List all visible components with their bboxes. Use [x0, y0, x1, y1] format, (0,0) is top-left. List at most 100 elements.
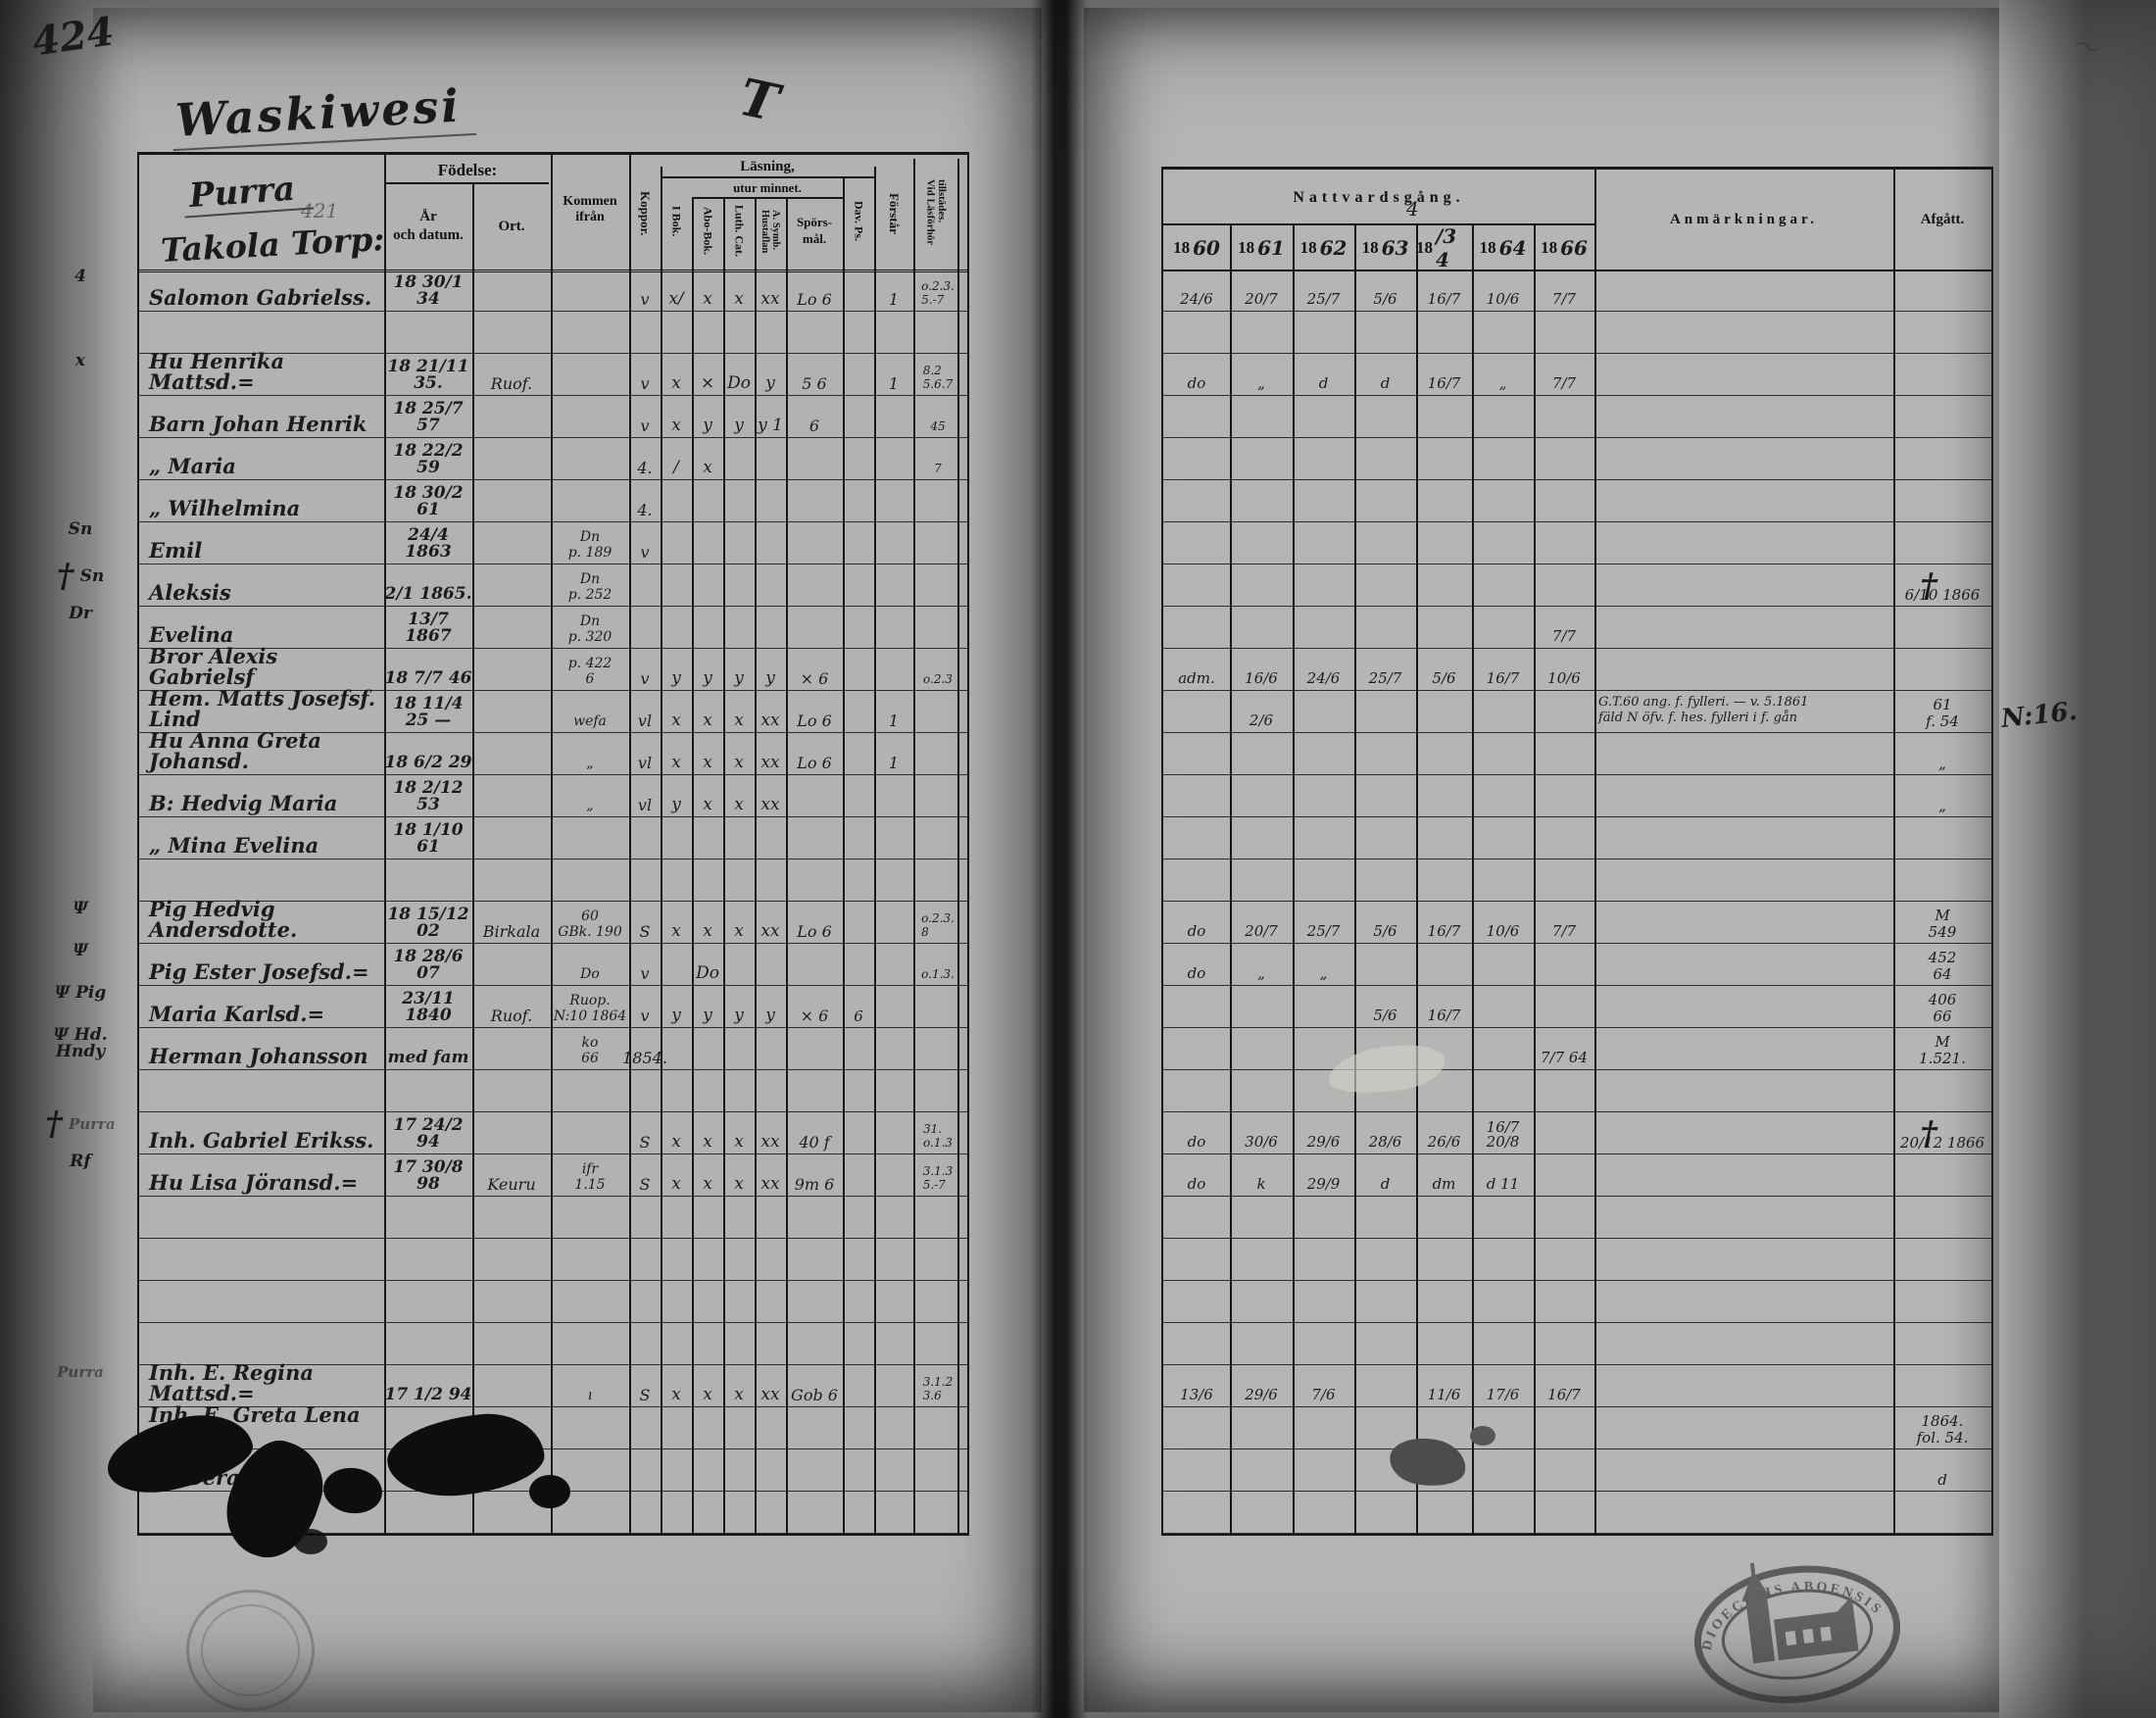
vid-cell: 3.1.3 5.-7 — [922, 1164, 954, 1193]
reading-mark-cell: y — [734, 1006, 744, 1025]
reading-mark-cell: x — [671, 1174, 681, 1194]
reading-mark-cell: x — [671, 373, 681, 393]
kommen-cell: ifr 1.15 — [574, 1161, 606, 1193]
communion-date-cell: 30/6 — [1245, 1133, 1278, 1152]
communion-date-cell: d 11 — [1486, 1175, 1520, 1194]
holding-place-script: Purra — [181, 168, 315, 219]
year-column-header: 18 61 — [1230, 225, 1293, 270]
register-row-left: Hem. Matts Josefsf. Lind 18 11/4 25 — wefa… — [139, 688, 967, 733]
spors-cell: 5 6 — [802, 374, 827, 393]
koppor-cell: S — [639, 1175, 651, 1194]
year-column-header: 18 60 — [1163, 225, 1230, 270]
reading-mark-cell: y — [765, 373, 775, 393]
kommen-cell: ko 66 — [581, 1035, 599, 1066]
communion-date-cell: 2/6 — [1249, 712, 1274, 730]
reading-mark-cell: x — [734, 921, 744, 941]
register-row-right: † 6/10 1866 — [1163, 564, 1991, 607]
vid-cell: 3.1.2 3.6 — [922, 1375, 954, 1403]
reading-mark-cell: x — [703, 753, 712, 772]
koppor-cell: v — [640, 417, 650, 435]
year-suffix-handwritten: 60 — [1193, 235, 1220, 260]
koppor-cell: v — [640, 1006, 650, 1025]
communion-date-cell: d — [1318, 374, 1329, 393]
year-suffix-handwritten: 61 — [1257, 235, 1285, 260]
right-table-body: 24/6 20/7 25/7 5/6 16/7 10/6 7/7 do „ d d 16/7 „ 7/7 †… — [1163, 270, 1991, 1534]
register-row-right — [1163, 312, 1991, 354]
reading-mark-cell: y — [703, 1006, 712, 1025]
name-cell: Pig Ester Josefsd.= — [149, 959, 369, 984]
birth-cell: 18 25/7 57 — [393, 399, 464, 435]
communion-date-cell: 29/6 — [1245, 1386, 1278, 1404]
register-row-left: „ Mina Evelina 18 1/10 61 — [139, 817, 967, 859]
koppor-cell: 4. — [637, 501, 653, 519]
reading-mark-cell: x — [734, 1174, 744, 1194]
margin-mark-text: Ψ — [73, 941, 88, 960]
reading-mark-cell: x — [703, 1174, 712, 1194]
register-row-right — [1163, 817, 1991, 859]
lasning-header: Läsning, — [661, 157, 874, 178]
name-cell: Inh. Gabriel Erikss. — [149, 1128, 374, 1153]
birth-cell: 18 1/10 61 — [393, 820, 464, 857]
vid-cell: 7 — [934, 462, 942, 476]
name-cell: Emil — [149, 538, 203, 563]
reading-mark-cell: / — [673, 458, 679, 477]
name-cell: „ Wilhelmina — [149, 496, 301, 520]
kommen-cell: „ — [586, 755, 594, 771]
communion-date-cell: d — [1380, 1175, 1391, 1194]
year-column-header: 18 66 — [1534, 225, 1594, 270]
reading-mark-cell: x — [734, 753, 744, 772]
reading-mark-cell: x — [671, 753, 681, 772]
birth-cell: 18 22/2 59 — [393, 441, 464, 477]
register-row-left — [139, 859, 967, 902]
margin-mark: † Purra — [27, 1107, 133, 1141]
margin-mark-text: Sn — [68, 519, 93, 539]
ink-blot — [529, 1475, 570, 1508]
afgatt-cell: 1864. fol. 54. — [1916, 1412, 1969, 1447]
spors-cell: Lo 6 — [797, 922, 832, 941]
communion-date-cell: 16/7 — [1427, 374, 1461, 393]
kommen-cell: Dn p. 320 — [567, 614, 612, 645]
register-row-left: Pig Ester Josefsd.= 18 28/6 07 Do v o.1.3. Do — [139, 944, 967, 986]
reading-mark-cell: x — [671, 1385, 681, 1404]
margin-mark-text: Sn — [79, 566, 105, 587]
vid-cell: 31. o.1.3 — [923, 1122, 953, 1151]
communion-date-cell: 24/6 — [1306, 669, 1341, 688]
afgatt-cell: 20/12 1866 — [1899, 1133, 1985, 1152]
register-row-right: „ — [1163, 775, 1991, 817]
vid-cell: 45 — [930, 419, 946, 434]
forstar-cell: 1 — [888, 290, 900, 309]
spors-cell: Lo 6 — [797, 712, 832, 730]
register-row-left: Inh. E. Greta Lena Gabrd. — [139, 1404, 967, 1449]
left-table-header: Purra 421 Takola Torp: Födelse: År och d… — [139, 155, 967, 272]
reading-mark-cell: x — [703, 1132, 712, 1152]
margin-mark: Dr — [27, 606, 133, 622]
reading-mark-cell: x/ — [668, 289, 684, 309]
reading-mark-cell: × — [700, 373, 715, 393]
year-prefix: 18 — [1479, 237, 1496, 257]
margin-mark-text: x — [74, 351, 86, 370]
vid-cell: 8.2 5.6.7 — [922, 364, 954, 392]
margin-mark: 4 — [27, 269, 133, 285]
reading-mark-cell: y — [671, 795, 681, 814]
communion-date-cell: 16/7 — [1427, 1006, 1461, 1025]
utur-minnet-header: utur minnet. — [692, 178, 843, 199]
register-row-right — [1163, 859, 1991, 902]
register-row-left: Herman Johansson med fam ko 66 1854. — [139, 1028, 967, 1070]
register-row-left — [139, 1492, 967, 1534]
margin-mark-text: Rf — [70, 1152, 91, 1171]
birth-cell: 23/11 1840 — [402, 989, 455, 1025]
spors-cell: Lo 6 — [797, 290, 832, 309]
communion-date-cell: d — [1380, 374, 1391, 393]
birth-cell: 18 2/12 53 — [393, 778, 464, 814]
year-prefix: 18 — [1299, 237, 1317, 257]
photo-right-edge — [1999, 0, 2156, 1718]
spors-cell: 6 — [808, 417, 820, 435]
year-column-header: 18/3 4 — [1416, 224, 1472, 271]
reading-mark-cell: x — [671, 1132, 681, 1152]
afgatt-cell: M 1.521. — [1919, 1033, 1966, 1067]
communion-date-cell: 7/7 — [1551, 374, 1577, 393]
koppor-cell: v — [640, 374, 650, 393]
name-cell: B: Hedvig Maria — [149, 791, 338, 815]
year-suffix-handwritten: 64 — [1498, 235, 1527, 260]
name-cell: „ Mina Evelina — [149, 833, 319, 858]
